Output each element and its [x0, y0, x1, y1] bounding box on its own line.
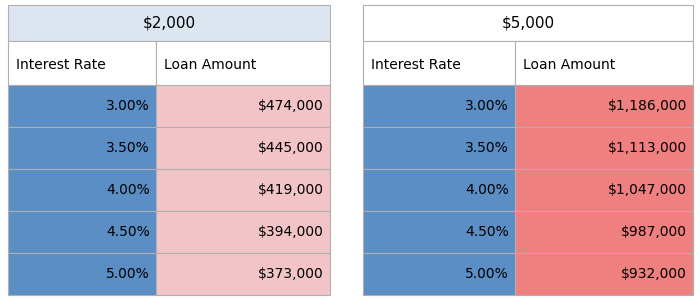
- Text: Interest Rate: Interest Rate: [371, 58, 461, 72]
- Text: $474,000: $474,000: [258, 99, 324, 113]
- Bar: [514, 211, 693, 253]
- Bar: [8, 41, 156, 85]
- Text: $932,000: $932,000: [621, 267, 687, 281]
- Text: $2,000: $2,000: [142, 15, 195, 31]
- Text: $5,000: $5,000: [501, 15, 554, 31]
- Bar: [514, 85, 693, 127]
- Bar: [363, 253, 514, 295]
- Text: Interest Rate: Interest Rate: [16, 58, 106, 72]
- Text: $373,000: $373,000: [258, 267, 324, 281]
- Bar: [156, 169, 330, 211]
- Bar: [363, 127, 514, 169]
- Bar: [363, 211, 514, 253]
- Bar: [156, 211, 330, 253]
- Bar: [156, 85, 330, 127]
- Text: 5.00%: 5.00%: [465, 267, 509, 281]
- Text: $1,186,000: $1,186,000: [608, 99, 687, 113]
- Text: $445,000: $445,000: [258, 141, 324, 155]
- Bar: [8, 169, 156, 211]
- Bar: [8, 85, 156, 127]
- Bar: [514, 41, 693, 85]
- Bar: [8, 253, 156, 295]
- Text: $419,000: $419,000: [258, 183, 324, 197]
- Bar: [156, 253, 330, 295]
- Text: $987,000: $987,000: [621, 225, 687, 239]
- Bar: [8, 5, 330, 41]
- Text: 3.50%: 3.50%: [106, 141, 150, 155]
- Bar: [363, 85, 514, 127]
- Bar: [8, 211, 156, 253]
- Text: $1,047,000: $1,047,000: [608, 183, 687, 197]
- Bar: [514, 169, 693, 211]
- Text: 4.50%: 4.50%: [106, 225, 150, 239]
- Text: 3.50%: 3.50%: [465, 141, 509, 155]
- Bar: [156, 41, 330, 85]
- Bar: [363, 5, 693, 41]
- Text: 4.00%: 4.00%: [106, 183, 150, 197]
- Text: 4.50%: 4.50%: [465, 225, 509, 239]
- Text: $1,113,000: $1,113,000: [608, 141, 687, 155]
- Text: 4.00%: 4.00%: [465, 183, 509, 197]
- Bar: [514, 127, 693, 169]
- Bar: [363, 41, 514, 85]
- Text: Loan Amount: Loan Amount: [164, 58, 256, 72]
- Text: 5.00%: 5.00%: [106, 267, 150, 281]
- Text: 3.00%: 3.00%: [106, 99, 150, 113]
- Text: 3.00%: 3.00%: [465, 99, 509, 113]
- Bar: [514, 253, 693, 295]
- Bar: [156, 127, 330, 169]
- Text: Loan Amount: Loan Amount: [523, 58, 615, 72]
- Bar: [8, 127, 156, 169]
- Text: $394,000: $394,000: [258, 225, 324, 239]
- Bar: [363, 169, 514, 211]
